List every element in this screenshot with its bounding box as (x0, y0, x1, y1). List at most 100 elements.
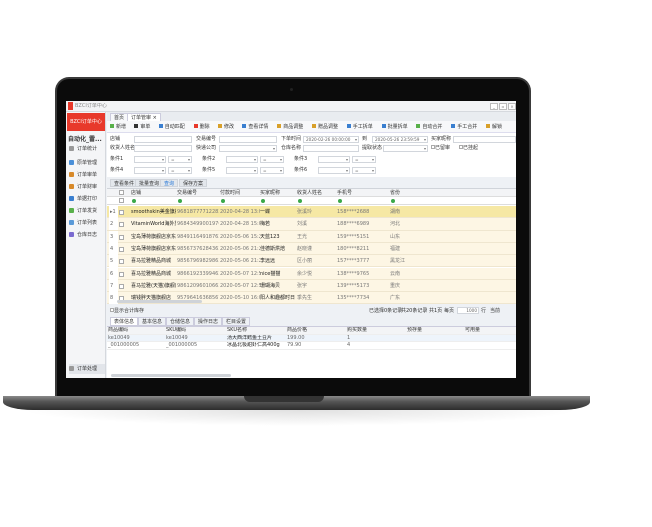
column-header[interactable]: 预存量 (407, 327, 423, 333)
shop-input[interactable] (134, 136, 192, 143)
detail-row[interactable]: ke10049 ke10049 汤大西洋鳕鱼土豆片 199.00 1 (107, 334, 516, 342)
express-select[interactable] (219, 145, 277, 152)
condition-field-select[interactable] (318, 167, 350, 174)
row-checkbox[interactable] (119, 283, 124, 289)
table-row[interactable]: ▸1 smoothskin美金旗舰店9681877771228234802020-… (107, 206, 516, 219)
toolbar-button[interactable]: 新增 (110, 124, 126, 131)
condition-field-select[interactable] (134, 156, 166, 163)
minimize-button[interactable]: _ (490, 103, 498, 110)
per-page-input[interactable]: 1000 (457, 307, 479, 314)
column-header[interactable]: 收货人姓名 (297, 190, 323, 196)
sidebar-item[interactable]: 订单列表 (69, 218, 105, 228)
toolbar-button[interactable]: 手工合并 (451, 124, 477, 131)
horizontal-scrollbar[interactable] (117, 300, 202, 303)
table-row[interactable]: 3 宝岛薄荷旗舰店京东9849116491876234802020-05-06 1… (107, 230, 516, 243)
column-header[interactable]: 可用量 (465, 327, 481, 333)
toolbar-button[interactable]: 审单 (134, 124, 150, 131)
sidebar-item[interactable]: 订单审单 (69, 170, 105, 180)
table-row[interactable]: 4 宝岛薄荷旗舰店京东9856737628436334802020-05-06 2… (107, 242, 516, 256)
sidebar-group-order-stats[interactable]: 订单统计 (69, 144, 105, 154)
toolbar-button[interactable]: 解锁 (486, 124, 502, 131)
sidebar-item-order-processing[interactable]: 订单处理 (69, 364, 105, 374)
receiver-input[interactable] (134, 145, 192, 152)
row-checkbox[interactable] (119, 222, 124, 228)
filter-add-icon[interactable] (221, 199, 225, 203)
toolbar-button[interactable]: 手工拆单 (346, 124, 373, 131)
condition-operator-select[interactable]: = (168, 167, 192, 174)
detail-tab[interactable]: 操作日志 (194, 317, 223, 326)
detail-tab[interactable]: 基本信息 (138, 317, 167, 326)
order-time-to[interactable]: 2020-05-26 23:59:59 (372, 136, 428, 143)
filter-add-icon[interactable] (298, 199, 302, 203)
column-header[interactable]: 商品价格 (287, 327, 308, 333)
batch-query-button[interactable]: 批量查询 (135, 179, 164, 187)
close-tab-icon[interactable]: × (152, 115, 157, 121)
filter-add-icon[interactable] (338, 199, 342, 203)
horizontal-scrollbar[interactable] (111, 374, 231, 377)
column-header[interactable]: 买家昵称 (260, 190, 281, 196)
sidebar-item[interactable]: 订单财审 (69, 182, 105, 192)
condition-field-select[interactable] (318, 156, 350, 163)
tab-order-review[interactable]: 订单管审 × (127, 113, 161, 121)
toolbar-button[interactable]: 自动匹配 (158, 124, 185, 131)
column-header[interactable]: 店铺 (131, 190, 142, 196)
order-time-from[interactable]: 2020-02-26 00:00:00 (303, 136, 359, 143)
detail-tab[interactable]: 仓储信息 (166, 317, 195, 326)
condition-field-select[interactable] (226, 167, 258, 174)
column-header[interactable]: 付款时间 (220, 190, 241, 196)
detail-tab[interactable]: 表体信息 (110, 317, 139, 326)
condition-operator-select[interactable]: = (168, 156, 192, 163)
maximize-button[interactable]: ▫ (499, 103, 507, 110)
sidebar-item[interactable]: 单据打印 (69, 194, 105, 204)
table-row[interactable]: 7 喜马拉雅(天猫)旗舰店9861209601066334802020-05-07… (107, 279, 516, 293)
column-header[interactable]: 省份 (390, 190, 401, 196)
table-row[interactable]: 2 VitaminWorld海外旗舰9684349900197683572020-… (107, 218, 516, 231)
table-row[interactable]: 5 喜马拉雅精品商城 9856796982986334802020-05-06 21… (107, 255, 516, 268)
show-stock-checkbox[interactable]: 显示合计库存 (110, 306, 144, 316)
column-header[interactable]: 交易编号 (177, 190, 198, 196)
toolbar-button[interactable]: 修改 (218, 124, 234, 131)
toolbar-button[interactable]: 商品调整 (277, 124, 303, 131)
warehouse-input[interactable] (303, 145, 359, 152)
toolbar-button[interactable]: 批量拆单 (381, 124, 408, 131)
column-header[interactable]: 购买数量 (347, 327, 368, 333)
column-header[interactable]: 商品编码 (108, 327, 129, 333)
column-header[interactable]: 手机号 (337, 190, 353, 196)
view-conditions-button[interactable]: 查看条件 (110, 179, 139, 187)
reviewed-checkbox[interactable]: 已留审 (431, 145, 450, 152)
row-checkbox[interactable] (119, 234, 124, 240)
tab-home[interactable]: 首页 (110, 113, 129, 121)
toolbar-button[interactable]: 删除 (193, 124, 210, 131)
condition-operator-select[interactable]: = (352, 167, 376, 174)
suspended-checkbox[interactable]: 已挂起 (459, 145, 478, 152)
sidebar-item[interactable]: 原单管理 (69, 158, 105, 168)
table-row[interactable]: 6 喜马拉雅精品商城 9866192339946234802020-05-07 12… (107, 267, 516, 280)
toolbar-button[interactable]: 自动合并 (416, 124, 442, 131)
row-checkbox[interactable] (119, 271, 124, 277)
filter-checkbox[interactable] (119, 198, 124, 203)
detail-row[interactable]: _001000005 _001000005 冰晶北极甜虾仁高400g 79.90 4 (107, 342, 516, 350)
condition-operator-select[interactable]: = (352, 156, 376, 163)
row-checkbox[interactable] (119, 210, 124, 215)
filter-add-icon[interactable] (261, 199, 265, 203)
table-row[interactable]: 8 瑞钱胖天猫旗舰店 9579641636856734802020-05-10 16… (107, 292, 516, 304)
save-scheme-button[interactable]: 保存方案 (179, 179, 208, 187)
condition-field-select[interactable] (134, 167, 166, 174)
buyer-input[interactable] (453, 136, 516, 143)
status-select[interactable] (383, 145, 428, 152)
column-header[interactable]: SKU编码 (166, 327, 186, 333)
filter-add-icon[interactable] (132, 199, 136, 203)
column-header[interactable]: SKU名称 (227, 327, 247, 333)
filter-add-icon[interactable] (391, 199, 395, 203)
close-button[interactable]: × (508, 103, 516, 110)
row-checkbox[interactable] (119, 246, 124, 252)
filter-add-icon[interactable] (178, 199, 182, 203)
select-all-checkbox[interactable] (119, 190, 124, 195)
toolbar-button[interactable]: 查看详情 (242, 124, 268, 131)
detail-tab[interactable]: 栏目设置 (222, 317, 251, 326)
toolbar-button[interactable]: 赠品调整 (312, 124, 338, 131)
row-checkbox[interactable] (119, 259, 124, 265)
query-button[interactable]: 查询 (160, 179, 179, 187)
sidebar-item[interactable]: 仓库日志 (69, 230, 105, 240)
sidebar-item[interactable]: 订单发货 (69, 206, 105, 216)
